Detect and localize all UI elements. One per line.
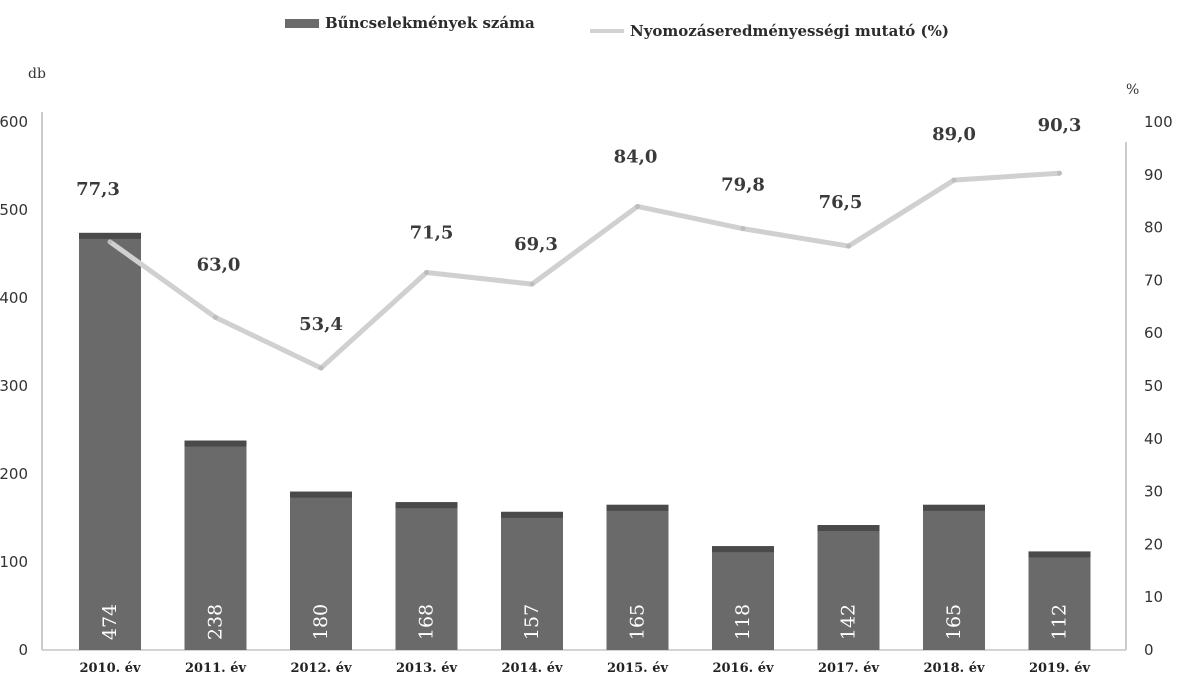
left-tick-label: 100 [0, 553, 28, 571]
right-tick-label: 20 [1144, 535, 1163, 553]
left-tick-label: 0 [18, 641, 28, 659]
bar-top-edge [1028, 551, 1091, 558]
bar [606, 504, 669, 650]
right-tick-label: 50 [1144, 377, 1163, 395]
bar-top-edge [501, 511, 563, 518]
bar-value-label: 112 [1049, 604, 1071, 640]
bar-top-edge [606, 504, 669, 511]
category-label: 2014. év [501, 661, 563, 676]
left-tick-label: 500 [0, 201, 28, 219]
legend-bar-swatch [285, 18, 319, 28]
right-tick-label: 40 [1144, 430, 1163, 448]
category-label: 2017. év [818, 661, 880, 676]
line-value-label: 89,0 [932, 124, 976, 145]
line-value-label: 53,4 [299, 314, 343, 335]
bar-top-edge [817, 525, 880, 532]
bar [1028, 551, 1091, 650]
category-label: 2010. év [79, 661, 141, 676]
category-label: 2015. év [607, 661, 669, 676]
left-axis-unit: db [28, 66, 46, 82]
line-point [635, 203, 640, 209]
bar-top-edge [395, 502, 458, 509]
line-point [318, 365, 324, 371]
line-point [951, 177, 957, 183]
legend-bar: Bűncselekmények száma [285, 14, 535, 32]
bar-value-label: 474 [99, 604, 121, 640]
line-value-label: 76,5 [819, 192, 863, 213]
bar [923, 504, 985, 650]
line-point [1057, 170, 1062, 176]
bar-top-edge [712, 546, 774, 553]
bar [712, 546, 774, 650]
line-series [108, 170, 1060, 371]
bar-value-label: 238 [205, 604, 227, 640]
line-point [846, 243, 851, 249]
line-value-label: 77,3 [76, 179, 120, 200]
bar-value-label: 157 [521, 604, 543, 640]
line-point [107, 239, 113, 245]
bar-top-edge [79, 232, 141, 239]
bar-value-label: 165 [943, 604, 965, 640]
line-value-label: 71,5 [410, 222, 454, 243]
right-tick-label: 70 [1144, 271, 1163, 289]
category-label: 2019. év [1029, 661, 1091, 676]
legend-bar-label: Bűncselekmények száma [325, 14, 535, 32]
line-point [740, 226, 746, 232]
bar-value-label: 180 [310, 604, 332, 640]
bar-value-label: 168 [416, 604, 438, 640]
bar [501, 511, 563, 650]
line-value-label: 69,3 [514, 234, 558, 255]
category-label: 2011. év [185, 661, 247, 676]
line-value-label: 84,0 [614, 146, 658, 167]
bar-value-label: 165 [627, 604, 649, 640]
line-value-label: 79,8 [721, 175, 765, 196]
left-tick-label: 600 [0, 113, 28, 131]
right-tick-label: 90 [1144, 166, 1163, 184]
bar-top-edge [923, 504, 985, 511]
left-tick-label: 300 [0, 377, 28, 395]
category-label: 2018. év [923, 661, 985, 676]
line-value-label: 90,3 [1038, 115, 1082, 136]
left-tick-label: 200 [0, 465, 28, 483]
right-tick-label: 100 [1144, 113, 1173, 131]
bar [79, 232, 141, 650]
right-tick-label: 30 [1144, 483, 1163, 501]
bar-value-label: 118 [732, 604, 754, 640]
bar [184, 440, 247, 650]
bar-value-label: 142 [838, 604, 860, 640]
bar-top-edge [290, 491, 352, 498]
legend-line-swatch [590, 29, 624, 33]
bar [290, 491, 352, 650]
category-label: 2012. év [290, 661, 352, 676]
line-point [213, 314, 218, 320]
legend-line-label: Nyomozáseredményességi mutató (%) [630, 22, 949, 40]
line-point [529, 281, 535, 287]
legend-line: Nyomozáseredményességi mutató (%) [590, 22, 949, 40]
right-tick-label: 80 [1144, 219, 1163, 237]
bar-top-edge [184, 440, 247, 447]
bar [395, 502, 458, 650]
right-tick-label: 60 [1144, 324, 1163, 342]
right-axis-unit: % [1126, 82, 1140, 98]
category-label: 2013. év [396, 661, 458, 676]
left-tick-label: 400 [0, 289, 28, 307]
bar [817, 525, 880, 650]
right-tick-label: 0 [1144, 641, 1154, 659]
right-tick-label: 10 [1144, 588, 1163, 606]
line-value-label: 63,0 [197, 254, 241, 275]
category-label: 2016. év [712, 661, 774, 676]
line-point [424, 269, 429, 275]
